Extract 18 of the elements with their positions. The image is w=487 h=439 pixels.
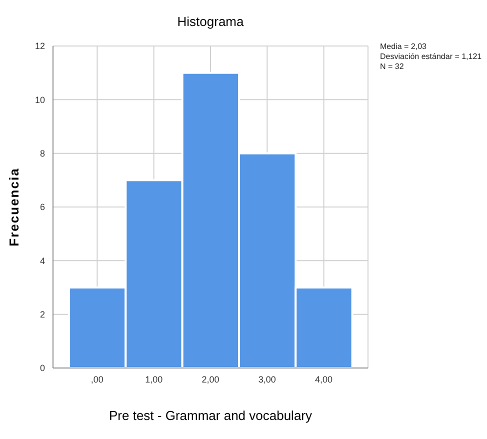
text: Desviación estándar = 1,121 xyxy=(380,52,482,62)
x-axis-title: Pre test - Grammar and vocabulary xyxy=(108,408,314,423)
y-tick-label: 12 xyxy=(34,41,45,52)
x-tick-label: 1,00 xyxy=(145,374,163,384)
text: Media = 2,03 xyxy=(380,42,428,52)
y-tick-label: 4 xyxy=(40,256,45,266)
y-tick-label: 0 xyxy=(40,363,45,374)
y-tick-label: 2 xyxy=(40,310,45,320)
x-tick-label: 3,00 xyxy=(258,374,276,384)
x-tick-label: 2,00 xyxy=(202,374,220,384)
y-tick-label: 10 xyxy=(34,94,45,105)
x-tick-label: ,00 xyxy=(90,374,104,384)
text: N = 32 xyxy=(380,62,405,72)
x-tick-label: 4,00 xyxy=(315,374,333,384)
y-tick-label: 8 xyxy=(40,148,45,159)
y-tick-label: 6 xyxy=(40,202,45,212)
chart-title: Histograma xyxy=(176,14,245,29)
y-axis-title: Frecuencia xyxy=(6,168,22,246)
